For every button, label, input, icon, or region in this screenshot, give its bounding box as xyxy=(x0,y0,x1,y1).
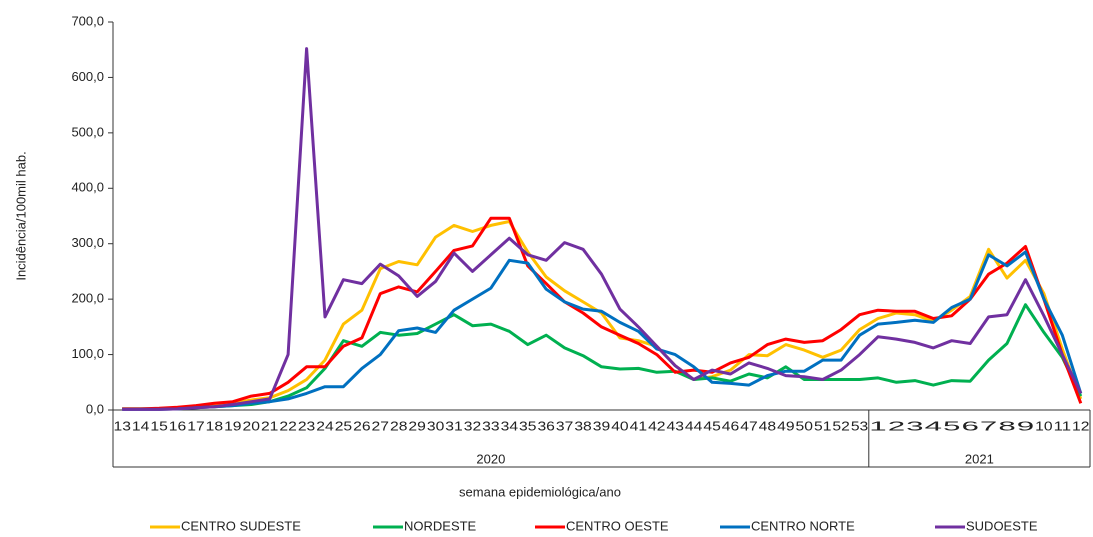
y-tick-label: 600,0 xyxy=(71,69,104,84)
series-line xyxy=(122,250,1083,411)
x-tick-label: 21 xyxy=(261,418,278,433)
x-tick-label: 16 xyxy=(169,418,186,433)
x-tick-label: 3 xyxy=(906,418,923,433)
x-tick-label: 19 xyxy=(224,418,241,433)
x-group-label: 2021 xyxy=(965,451,994,466)
x-tick-label: 23 xyxy=(298,418,315,433)
legend-label: NORDESTE xyxy=(404,518,477,533)
x-tick-label: 6 xyxy=(961,418,978,433)
x-tick-label: 15 xyxy=(150,418,167,433)
x-tick-label: 13 xyxy=(114,418,131,433)
x-tick-label: 27 xyxy=(372,418,389,433)
x-tick-label: 34 xyxy=(501,418,518,433)
x-tick-label: 30 xyxy=(427,418,444,433)
x-tick-label: 28 xyxy=(390,418,407,433)
x-tick-label: 17 xyxy=(187,418,204,433)
x-tick-label: 33 xyxy=(482,418,499,433)
x-tick-label: 45 xyxy=(703,418,720,433)
x-tick-label: 22 xyxy=(279,418,296,433)
x-group-label: 2020 xyxy=(476,451,505,466)
x-tick-label: 42 xyxy=(648,418,665,433)
x-tick-label: 9 xyxy=(1017,418,1034,433)
y-tick-label: 400,0 xyxy=(71,180,104,195)
series-line xyxy=(122,216,1083,411)
x-tick-label: 44 xyxy=(685,418,702,433)
x-tick-label: 14 xyxy=(132,418,149,433)
x-tick-label: 31 xyxy=(445,418,462,433)
y-tick-label: 300,0 xyxy=(71,235,104,250)
x-tick-label: 37 xyxy=(556,418,573,433)
x-tick-label: 35 xyxy=(519,418,536,433)
x-tick-label: 36 xyxy=(537,418,554,433)
x-tick-label: 11 xyxy=(1054,418,1071,433)
x-tick-label: 40 xyxy=(611,418,628,433)
x-tick-label: 26 xyxy=(353,418,370,433)
x-axis-title: semana epidemiológica/ano xyxy=(459,484,621,499)
legend-label: CENTRO OESTE xyxy=(566,518,669,533)
x-tick-label: 1 xyxy=(869,418,886,433)
x-tick-label: 48 xyxy=(759,418,776,433)
series-line xyxy=(122,47,1083,411)
x-tick-label: 38 xyxy=(574,418,591,433)
x-tick-label: 29 xyxy=(408,418,425,433)
x-tick-label: 25 xyxy=(335,418,352,433)
legend-label: CENTRO SUDESTE xyxy=(181,518,301,533)
x-tick-label: 51 xyxy=(814,418,831,433)
y-axis-title: Incidência/100mil hab. xyxy=(13,151,28,280)
x-tick-label: 2 xyxy=(888,418,905,433)
legend-label: SUDOESTE xyxy=(966,518,1038,533)
x-tick-label: 39 xyxy=(593,418,610,433)
y-tick-label: 700,0 xyxy=(71,13,104,28)
x-tick-label: 4 xyxy=(925,418,942,433)
x-tick-label: 47 xyxy=(740,418,757,433)
x-tick-label: 12 xyxy=(1072,418,1089,433)
x-tick-label: 49 xyxy=(777,418,794,433)
y-tick-label: 500,0 xyxy=(71,124,104,139)
x-tick-label: 32 xyxy=(464,418,481,433)
series-line xyxy=(122,220,1083,411)
x-tick-label: 43 xyxy=(667,418,684,433)
y-tick-label: 0,0 xyxy=(86,401,104,416)
legend-label: CENTRO NORTE xyxy=(751,518,855,533)
x-tick-label: 18 xyxy=(206,418,223,433)
x-tick-label: 41 xyxy=(630,418,647,433)
x-tick-label: 50 xyxy=(796,418,813,433)
x-tick-label: 5 xyxy=(943,418,960,433)
x-tick-label: 46 xyxy=(722,418,739,433)
x-tick-label: 53 xyxy=(851,418,868,433)
x-tick-label: 8 xyxy=(998,418,1015,433)
x-tick-label: 10 xyxy=(1035,418,1052,433)
x-tick-label: 7 xyxy=(980,418,997,433)
x-tick-label: 24 xyxy=(316,418,333,433)
x-tick-label: 20 xyxy=(243,418,260,433)
series-line xyxy=(122,303,1083,411)
y-tick-label: 200,0 xyxy=(71,291,104,306)
x-tick-label: 52 xyxy=(832,418,849,433)
y-tick-label: 100,0 xyxy=(71,346,104,361)
